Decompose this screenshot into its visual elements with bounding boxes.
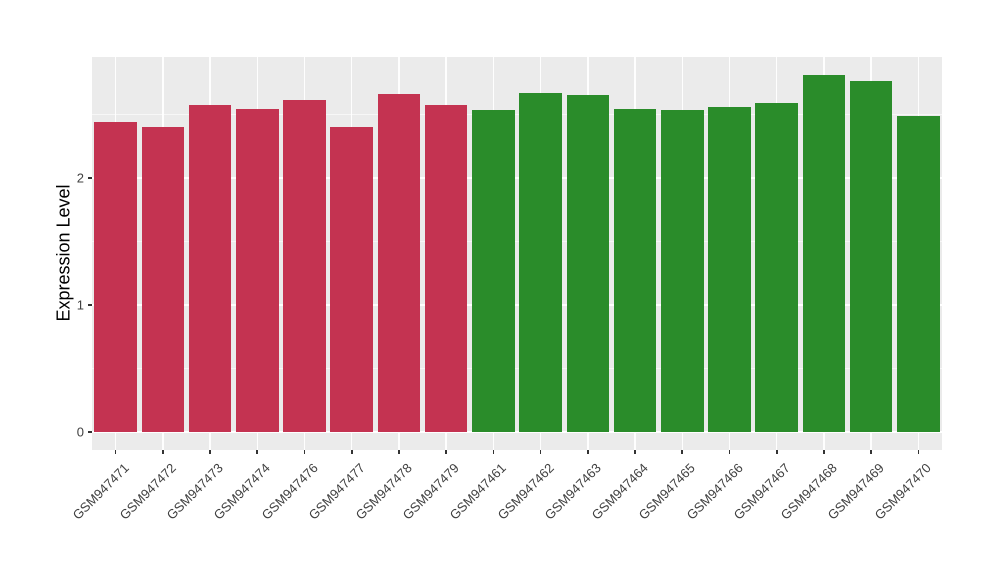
- bar-GSM947479: [424, 105, 468, 433]
- gridline-minor: [92, 368, 942, 370]
- x-tick-mark: [539, 450, 542, 454]
- x-tick-mark: [398, 450, 400, 454]
- y-tick-label: 0: [76, 424, 84, 440]
- x-tick-mark: [823, 450, 825, 454]
- x-tick-mark: [492, 450, 495, 454]
- bar-GSM947477: [330, 126, 373, 433]
- gridline-major: [92, 177, 942, 179]
- y-tick-mark: [88, 431, 92, 433]
- bar-GSM947478: [377, 93, 421, 433]
- x-tick-mark: [303, 450, 306, 454]
- y-tick-label: 2: [76, 170, 84, 186]
- bar-GSM947466: [708, 106, 751, 433]
- bar-GSM947471: [94, 121, 137, 433]
- x-tick-mark: [728, 450, 731, 454]
- y-tick-label: 1: [76, 297, 84, 313]
- x-tick-mark: [587, 450, 589, 454]
- x-tick-mark: [350, 450, 353, 454]
- x-tick-mark: [162, 450, 164, 454]
- gridline-major: [92, 304, 942, 306]
- bar-GSM947464: [613, 109, 657, 433]
- bar-GSM947468: [802, 74, 846, 433]
- bar-GSM947469: [849, 81, 893, 433]
- x-tick-mark: [114, 450, 117, 454]
- x-tick-mark: [870, 450, 872, 454]
- x-tick-mark: [445, 450, 447, 454]
- bar-GSM947470: [897, 115, 940, 433]
- x-tick-mark: [209, 450, 211, 454]
- bar-GSM947474: [236, 109, 279, 433]
- x-tick-mark: [634, 450, 636, 454]
- plot-panel: [92, 57, 942, 450]
- bar-GSM947463: [566, 95, 610, 433]
- bar-GSM947462: [519, 92, 562, 433]
- bar-GSM947465: [661, 110, 704, 433]
- x-tick-mark: [917, 450, 920, 454]
- bar-GSM947473: [188, 105, 232, 433]
- x-tick-mark: [775, 450, 778, 454]
- gridline-minor: [92, 240, 942, 242]
- bar-GSM947476: [283, 100, 326, 433]
- bar-GSM947467: [755, 102, 798, 433]
- gridline-minor: [92, 113, 942, 115]
- gridline-major: [92, 431, 942, 433]
- x-tick-mark: [256, 450, 259, 454]
- bar-GSM947461: [472, 110, 515, 433]
- y-tick-mark: [88, 177, 92, 179]
- y-tick-mark: [88, 304, 92, 306]
- bar-GSM947472: [141, 126, 185, 433]
- x-tick-mark: [681, 450, 684, 454]
